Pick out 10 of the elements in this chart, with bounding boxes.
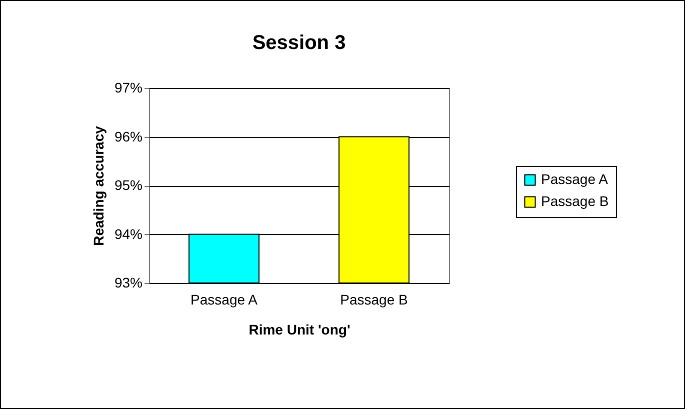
legend-label: Passage B	[541, 193, 609, 209]
y-axis-title: Reading accuracy	[90, 126, 106, 246]
x-axis-title: Rime Unit 'ong'	[248, 322, 350, 338]
y-tick-label: 95%	[114, 177, 142, 193]
chart-title: Session 3	[252, 32, 346, 54]
y-tick-label: 96%	[114, 128, 142, 144]
y-tick-label: 93%	[114, 274, 142, 290]
y-tick-label: 94%	[114, 226, 142, 242]
y-tick-label: 97%	[114, 80, 142, 96]
legend-label: Passage A	[541, 171, 609, 187]
